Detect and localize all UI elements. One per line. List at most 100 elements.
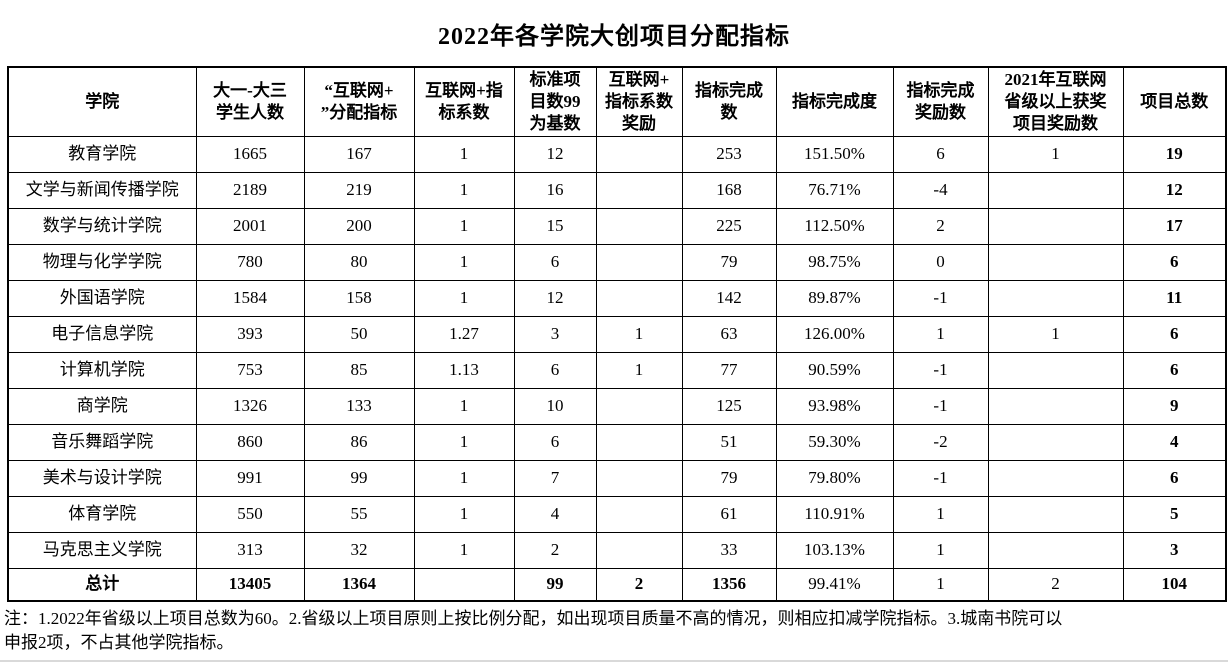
value-cell: 32 (303, 531, 415, 569)
college-name-cell: 美术与设计学院 (7, 459, 197, 497)
value-cell: 1 (892, 531, 989, 569)
college-name-cell: 马克思主义学院 (7, 531, 197, 569)
value-cell (595, 135, 683, 173)
value-cell (987, 279, 1124, 317)
total-value-cell: 2 (595, 567, 683, 602)
value-cell: 1 (413, 243, 515, 281)
value-cell (987, 531, 1124, 569)
page-title: 2022年各学院大创项目分配指标 (438, 23, 790, 50)
value-cell: 16 (513, 171, 597, 209)
value-cell: 79 (681, 243, 777, 281)
value-cell: 158 (303, 279, 415, 317)
total-value-cell: 99 (513, 567, 597, 602)
value-cell: 125 (681, 387, 777, 425)
value-cell: 0 (892, 243, 989, 281)
total-label-cell: 总计 (7, 567, 197, 602)
value-cell: 1.13 (413, 351, 515, 389)
table-row: 美术与设计学院 991 99 1 7 79 79.80% -1 6 (7, 459, 1227, 497)
value-cell: 6 (513, 351, 597, 389)
value-cell: 99 (303, 459, 415, 497)
college-name-cell: 教育学院 (7, 135, 197, 173)
value-cell: 76.71% (775, 171, 894, 209)
value-cell: 12 (1122, 171, 1227, 209)
value-cell: 7 (513, 459, 597, 497)
value-cell (987, 387, 1124, 425)
value-cell: 77 (681, 351, 777, 389)
value-cell: 93.98% (775, 387, 894, 425)
value-cell: 860 (195, 423, 305, 461)
value-cell: 17 (1122, 207, 1227, 245)
value-cell (595, 171, 683, 209)
table-row: 商学院 1326 133 1 10 125 93.98% -1 9 (7, 387, 1227, 425)
allocation-table: 学院 大一-大三 学生人数 “互联网+ ”分配指标 互联网+指 标系数 标准项 目数99… (7, 66, 1227, 602)
value-cell: 1 (413, 495, 515, 533)
value-cell (595, 243, 683, 281)
value-cell: 6 (1122, 243, 1227, 281)
footnote-line-1: 注：1.2022年省级以上项目总数为60。2.省级以上项目原则上按比例分配，如出… (4, 609, 1063, 628)
column-header: 学院 (7, 66, 197, 137)
value-cell: 168 (681, 171, 777, 209)
footnote-line-2: 申报2项，不占其他学院指标。 (4, 633, 234, 652)
value-cell: -2 (892, 423, 989, 461)
table-row: 马克思主义学院 313 32 1 2 33 103.13% 1 3 (7, 531, 1227, 569)
table-row: 物理与化学学院 780 80 1 6 79 98.75% 0 6 (7, 243, 1227, 281)
value-cell: 2 (892, 207, 989, 245)
column-header: 指标完成 奖励数 (892, 66, 989, 137)
value-cell: 103.13% (775, 531, 894, 569)
total-value-cell: 104 (1122, 567, 1227, 602)
value-cell: 1 (595, 351, 683, 389)
value-cell (987, 351, 1124, 389)
value-cell (595, 279, 683, 317)
value-cell: -1 (892, 387, 989, 425)
value-cell: 1 (987, 135, 1124, 173)
column-header: “互联网+ ”分配指标 (303, 66, 415, 137)
value-cell: 753 (195, 351, 305, 389)
table-row: 计算机学院 753 85 1.13 6 1 77 90.59% -1 6 (7, 351, 1227, 389)
column-header: 互联网+ 指标系数 奖励 (595, 66, 683, 137)
value-cell: 2 (513, 531, 597, 569)
value-cell: 1 (413, 135, 515, 173)
footnote: 注：1.2022年省级以上项目总数为60。2.省级以上项目原则上按比例分配，如出… (4, 607, 1228, 655)
table-row: 文学与新闻传播学院 2189 219 1 16 168 76.71% -4 12 (7, 171, 1227, 209)
value-cell: 6 (513, 243, 597, 281)
college-name-cell: 商学院 (7, 387, 197, 425)
value-cell: 133 (303, 387, 415, 425)
value-cell: 98.75% (775, 243, 894, 281)
value-cell: 59.30% (775, 423, 894, 461)
value-cell: 219 (303, 171, 415, 209)
value-cell: 780 (195, 243, 305, 281)
value-cell: 3 (1122, 531, 1227, 569)
value-cell: -1 (892, 279, 989, 317)
college-name-cell: 外国语学院 (7, 279, 197, 317)
value-cell: 80 (303, 243, 415, 281)
college-name-cell: 体育学院 (7, 495, 197, 533)
college-name-cell: 音乐舞蹈学院 (7, 423, 197, 461)
value-cell (987, 459, 1124, 497)
value-cell: 5 (1122, 495, 1227, 533)
value-cell: 1 (413, 531, 515, 569)
window-bottom-edge (0, 660, 1228, 662)
value-cell: 89.87% (775, 279, 894, 317)
table-row: 数学与统计学院 2001 200 1 15 225 112.50% 2 17 (7, 207, 1227, 245)
value-cell (595, 531, 683, 569)
value-cell: 2189 (195, 171, 305, 209)
value-cell: 1 (413, 207, 515, 245)
value-cell (595, 423, 683, 461)
value-cell (595, 207, 683, 245)
total-row: 总计 13405 1364 99 2 1356 99.41% 1 2 104 (7, 567, 1227, 602)
college-name-cell: 物理与化学学院 (7, 243, 197, 281)
value-cell: 991 (195, 459, 305, 497)
value-cell: 3 (513, 315, 597, 353)
value-cell: 110.91% (775, 495, 894, 533)
value-cell: 6 (892, 135, 989, 173)
value-cell: -4 (892, 171, 989, 209)
value-cell: 55 (303, 495, 415, 533)
value-cell: 4 (513, 495, 597, 533)
total-value-cell (413, 567, 515, 602)
value-cell: 142 (681, 279, 777, 317)
value-cell (987, 207, 1124, 245)
table-header-row: 学院 大一-大三 学生人数 “互联网+ ”分配指标 互联网+指 标系数 标准项 目数99… (7, 66, 1227, 137)
value-cell (987, 495, 1124, 533)
value-cell: -1 (892, 459, 989, 497)
value-cell: 151.50% (775, 135, 894, 173)
